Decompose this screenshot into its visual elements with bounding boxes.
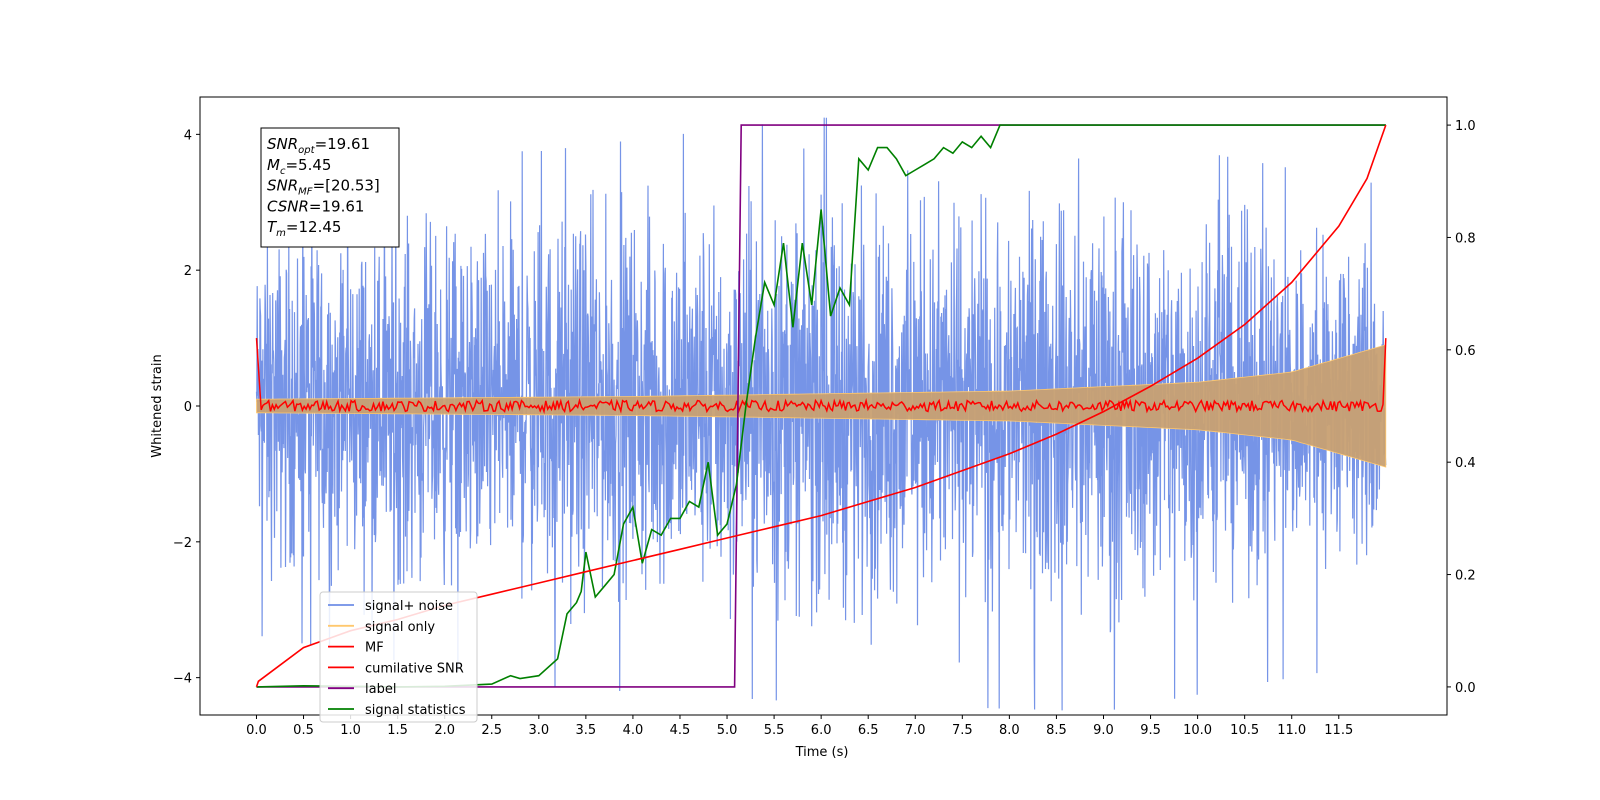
- x-tick-label: 10.0: [1183, 723, 1212, 738]
- legend: signal+ noise signal only MF cumilative SNR…: [319, 591, 478, 723]
- y-tick-label: 4: [184, 128, 192, 143]
- x-tick-label: 2.0: [434, 723, 455, 738]
- x-tick-label: 0.0: [246, 723, 267, 738]
- x-tick-label: 1.5: [387, 723, 408, 738]
- legend-entry: label: [365, 682, 396, 697]
- x-axis: 0.0 0.5 1.0 1.5 2.0 2.5 3.0 3.5 4.0 4.5 5.0 5.5 6.0 6…: [246, 715, 1353, 738]
- series-mf: [255, 338, 1387, 415]
- annotation-line: SNRMF=[20.53]: [267, 177, 380, 198]
- annotation-line: CSNR=19.61: [267, 197, 364, 215]
- series-signal-statistics: [256, 124, 1386, 688]
- legend-box: [319, 591, 478, 723]
- x-tick-label: 4.0: [623, 723, 644, 738]
- x-tick-label: 0.5: [293, 723, 314, 738]
- x-axis-label: Time (s): [795, 745, 849, 760]
- x-tick-label: 7.5: [952, 723, 973, 738]
- legend-entry: signal only: [365, 620, 435, 635]
- y-tick-label: 0: [184, 400, 192, 415]
- x-tick-label: 11.5: [1324, 723, 1353, 738]
- y-axis-left: −4 −2 0 2 4: [173, 128, 200, 687]
- stats-annotation: SNRopt=19.61Mc=5.45SNRMF=[20.53]CSNR=19.…: [260, 127, 400, 248]
- x-tick-label: 7.0: [905, 723, 926, 738]
- x-tick-label: 1.0: [340, 723, 361, 738]
- y2-tick-label: 0.2: [1455, 569, 1476, 584]
- legend-entry: cumilative SNR: [365, 661, 464, 676]
- annotation-line: Mc=5.45: [267, 156, 331, 177]
- y2-tick-label: 0.8: [1455, 231, 1476, 246]
- series-signal-noise: [255, 117, 1387, 711]
- legend-entry: signal statistics: [365, 703, 466, 718]
- y-tick-label: 2: [184, 264, 192, 279]
- x-tick-label: 5.0: [717, 723, 738, 738]
- x-tick-label: 9.0: [1093, 723, 1114, 738]
- y-axis-right: 0.0 0.2 0.4 0.6 0.8 1.0: [1447, 119, 1476, 696]
- x-tick-label: 6.5: [858, 723, 879, 738]
- annotation-line: SNRopt=19.61: [267, 135, 370, 156]
- x-tick-label: 3.5: [576, 723, 597, 738]
- y2-tick-label: 1.0: [1455, 119, 1476, 134]
- y-tick-label: −2: [173, 536, 192, 551]
- x-tick-label: 6.0: [811, 723, 832, 738]
- annotation-line: Tm=12.45: [267, 218, 341, 239]
- y2-tick-label: 0.0: [1455, 681, 1476, 696]
- y-axis-label: Whitened strain: [150, 354, 165, 457]
- x-tick-label: 8.0: [999, 723, 1020, 738]
- x-tick-label: 10.5: [1230, 723, 1259, 738]
- x-tick-label: 11.0: [1277, 723, 1306, 738]
- x-tick-label: 9.5: [1140, 723, 1161, 738]
- y2-tick-label: 0.4: [1455, 456, 1476, 471]
- x-tick-label: 5.5: [764, 723, 785, 738]
- y2-tick-label: 0.6: [1455, 344, 1476, 359]
- legend-entry: signal+ noise: [365, 599, 453, 614]
- series-signal-only: [256, 344, 1387, 468]
- annotation-box: [260, 127, 400, 248]
- legend-entry: MF: [365, 641, 384, 656]
- x-tick-label: 3.0: [528, 723, 549, 738]
- x-tick-label: 2.5: [481, 723, 502, 738]
- x-tick-label: 4.5: [670, 723, 691, 738]
- y-tick-label: −4: [173, 672, 192, 687]
- x-tick-label: 8.5: [1046, 723, 1067, 738]
